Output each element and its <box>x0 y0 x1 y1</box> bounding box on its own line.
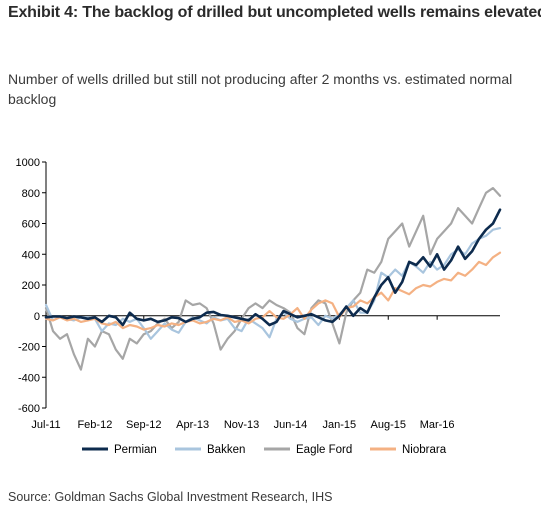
chart-legend: Permian Bakken Eagle Ford Niobrara <box>82 444 447 456</box>
exhibit-title: Exhibit 4: The backlog of drilled but un… <box>8 4 541 21</box>
x-tick-label: Nov-13 <box>224 419 259 431</box>
y-tick-label: 200 <box>22 280 40 292</box>
x-tick-label: Jul-11 <box>31 419 60 431</box>
y-tick-label: -600 <box>18 403 40 415</box>
y-tick-label: -200 <box>18 342 40 354</box>
legend-label: Bakken <box>207 444 245 456</box>
x-tick-label: Apr-13 <box>176 419 209 431</box>
series-line-permian <box>44 208 502 327</box>
legend-label: Eagle Ford <box>296 444 352 456</box>
x-tick-label: Mar-16 <box>420 419 455 431</box>
x-tick-label: Aug-15 <box>371 419 406 431</box>
source-note: Source: Goldman Sachs Global Investment … <box>8 490 333 504</box>
chart-subtitle: Number of wells drilled but still not pr… <box>8 71 513 107</box>
series-line-bakken <box>44 227 502 340</box>
x-tick-label: Jan-15 <box>323 419 357 431</box>
chart-axes: 1000 800 600 400 200 0 -200 -400 -600 Jul-11 Feb-1… <box>16 157 500 431</box>
series-line-eagle-ford <box>44 187 502 371</box>
x-tick-label: Jun-14 <box>274 419 308 431</box>
x-tick-label: Sep-12 <box>126 419 161 431</box>
y-tick-label: 600 <box>22 219 40 231</box>
y-tick-label: 800 <box>22 188 40 200</box>
chart-series <box>44 187 502 371</box>
legend-label: Niobrara <box>402 444 447 456</box>
y-tick-label: 1000 <box>16 157 40 169</box>
y-tick-label: 400 <box>22 249 40 261</box>
y-tick-label: 0 <box>34 311 40 323</box>
y-tick-label: -400 <box>18 372 40 384</box>
series-line-niobrara <box>44 251 502 331</box>
x-tick-label: Feb-12 <box>77 419 112 431</box>
legend-label: Permian <box>114 444 157 456</box>
